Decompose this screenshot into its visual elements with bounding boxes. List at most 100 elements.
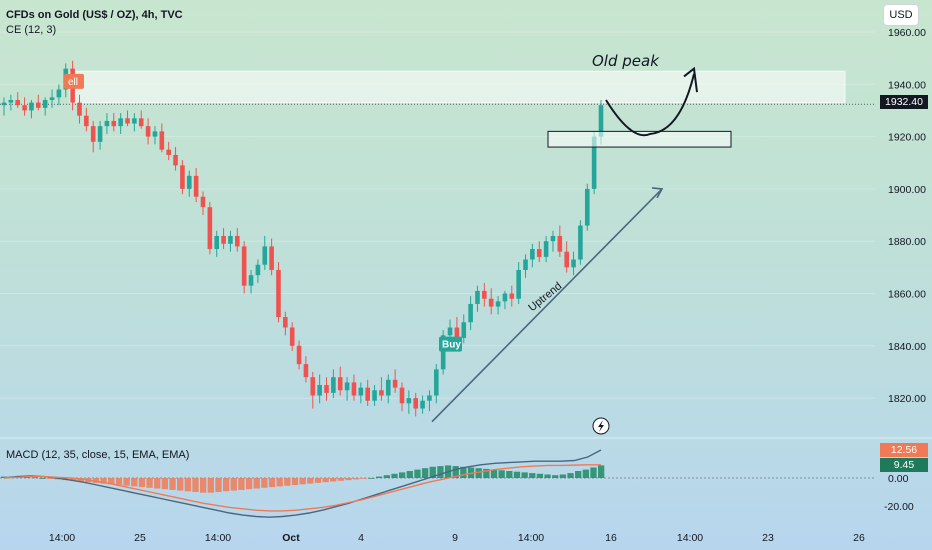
macd-histogram-bar [368,478,375,479]
candle-body [543,241,549,257]
candle-body [111,120,117,127]
candle-body [166,149,171,155]
macd-title: MACD (12, 35, close, 15, EMA, EMA) [6,449,190,461]
price-tick-label: 1880.00 [888,236,926,248]
candle-body [125,118,130,124]
candle-body [427,395,432,401]
macd-histogram-bar [131,478,138,487]
macd-histogram-bar [360,478,368,479]
macd-histogram-bar [483,468,490,478]
macd-histogram-bar [567,473,574,478]
candle-body [8,99,14,103]
price-tick-label: 1860.00 [888,289,926,301]
macd-tick-label: -20.00 [884,501,914,513]
candle-body [22,105,27,111]
candle-body [324,385,329,393]
candle-body [502,293,508,302]
time-tick-label: 23 [762,532,774,544]
macd-histogram-bar [268,478,276,488]
macd-histogram-bar [552,475,559,478]
macd-histogram-bar [192,478,199,492]
symbol-title: CFDs on Gold (US$ / OZ), 4h, TVC [6,9,183,21]
candle-body [262,246,268,265]
time-tick-label: 14:00 [677,532,703,544]
candle-body [118,118,123,127]
candle-body [351,382,357,396]
macd-histogram-bar [207,478,214,493]
candle-body [241,246,247,286]
candle-body [482,290,487,299]
uptrend-label: Uptrend [526,280,564,314]
macd-histogram-bar [177,478,184,491]
macd-histogram-bar [391,473,398,478]
price-tick-label: 1920.00 [888,132,926,144]
macd-histogram-bar [253,478,260,489]
macd-histogram-bar [123,478,130,486]
macd-histogram-bar [299,478,306,485]
candle-body [488,298,494,307]
candle-body [523,259,528,270]
candle-body [475,290,480,304]
macd-histogram-bar [383,475,390,478]
candle-body [29,102,34,111]
sell-signal-label: ell [68,77,78,88]
macd-histogram-bar [498,470,505,478]
macd-histogram-bar [452,466,459,478]
macd-histogram-bar [314,478,322,483]
breakout-box [547,130,732,148]
candle-body [221,235,226,244]
macd-histogram-bar [222,478,230,492]
macd-histogram-bar [230,478,237,491]
macd-histogram-bar [529,473,536,478]
macd-histogram-bar [544,474,551,478]
macd-histogram-bar [429,466,436,478]
candle-body [557,235,563,252]
macd-histogram-bar [46,478,54,479]
macd-histogram-bar [437,466,444,478]
buy-signal-label: Buy [442,340,461,351]
macd-histogram-bar [108,478,115,485]
macd-value-tag-1: 12.56 [880,443,928,457]
time-tick-label: 14:00 [205,532,231,544]
candle-body [392,379,398,388]
price-tick-label: 1940.00 [888,79,926,91]
last-price-tag: 1932.40 [880,95,928,109]
candle-body [420,400,425,409]
macd-histogram-bar [414,469,421,478]
currency-button[interactable]: USD [883,4,919,26]
macd-histogram-bar [291,478,299,485]
macd-histogram-bar [513,471,521,478]
candle-body [214,235,220,250]
time-tick-label: 16 [605,532,617,544]
uptrend-arrow-head [651,187,664,199]
candle-body [49,97,55,100]
old-peak-label: Old peak [592,52,659,70]
time-tick-label: 26 [853,532,865,544]
lightning-icon-glyph [598,420,604,432]
macd-histogram-bar [200,478,207,493]
candle-body [584,188,590,226]
old-peak-arrowhead [683,66,698,93]
candle-body [276,269,281,318]
candle-body [152,131,158,137]
candle-body [530,249,535,260]
candle-body [495,301,501,307]
candle-body [550,235,556,242]
macd-histogram-bar [521,472,528,478]
candle-body [578,225,583,260]
candle-body [269,246,274,270]
macd-histogram-bar [100,478,107,484]
macd-histogram-bar [490,469,498,478]
candle-body [42,99,48,108]
macd-histogram-bar [115,478,123,485]
candle-body [440,335,446,370]
macd-histogram-bar [353,478,360,480]
candle-body [77,102,82,116]
candle-body [132,118,137,124]
candle-body [228,235,233,244]
indicator-title: CE (12, 3) [6,24,57,36]
macd-histogram-bar [590,467,597,478]
candle-body [509,293,515,299]
